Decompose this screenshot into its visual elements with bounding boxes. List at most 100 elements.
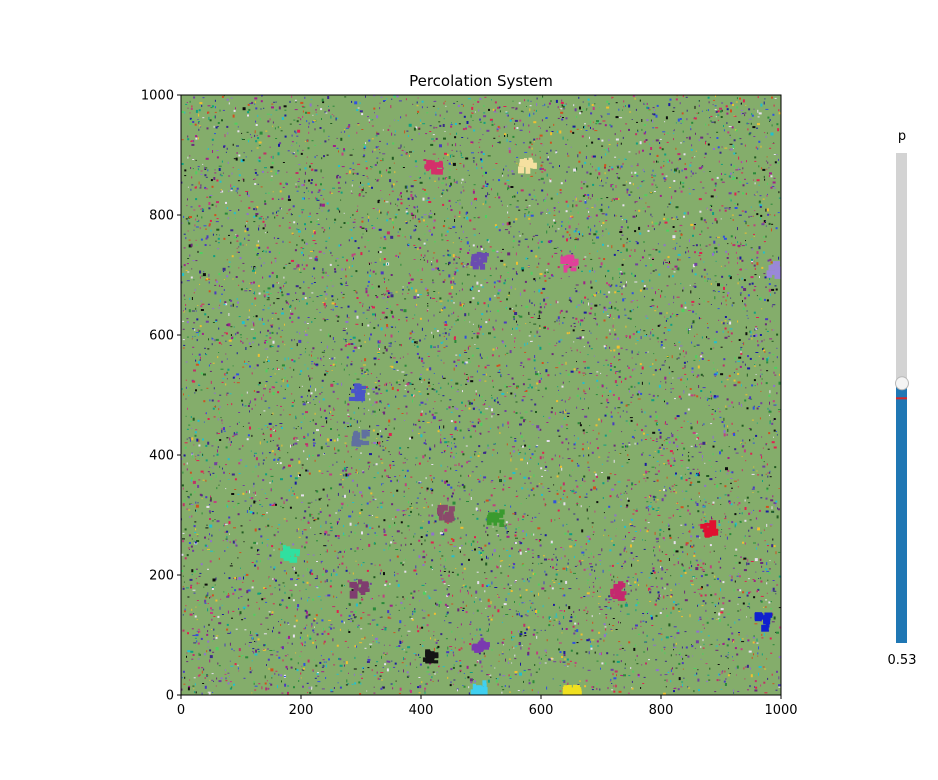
lattice-cell <box>774 561 775 563</box>
lattice-cell <box>427 520 430 524</box>
lattice-cell <box>588 557 590 559</box>
lattice-cell <box>338 657 340 660</box>
lattice-cell <box>613 318 615 320</box>
lattice-cell <box>191 427 193 429</box>
lattice-cell <box>718 561 720 563</box>
lattice-cell <box>355 323 359 325</box>
lattice-cell <box>329 412 331 414</box>
lattice-cell <box>331 114 333 115</box>
lattice-cell <box>537 203 539 205</box>
lattice-cell <box>562 381 564 384</box>
lattice-cell <box>413 423 415 426</box>
lattice-cell <box>509 350 512 354</box>
lattice-cell <box>680 574 683 577</box>
lattice-cell <box>707 338 710 340</box>
lattice-cell <box>540 311 543 314</box>
lattice-cell <box>608 147 609 150</box>
lattice-cell <box>401 662 404 664</box>
lattice-cell <box>591 526 593 528</box>
lattice-cell <box>623 674 626 677</box>
lattice-cell <box>246 391 248 394</box>
lattice-cell <box>287 452 289 454</box>
lattice-cell <box>214 291 217 295</box>
lattice-cell <box>194 186 197 189</box>
lattice-cell <box>310 392 313 395</box>
lattice-cell <box>214 339 216 342</box>
lattice-cell <box>272 578 274 580</box>
lattice-cell <box>262 220 265 223</box>
lattice-cell <box>742 167 744 170</box>
lattice-cell <box>555 556 557 559</box>
lattice-cell <box>440 464 442 467</box>
lattice-cell <box>605 616 607 619</box>
lattice-cell <box>488 206 491 208</box>
lattice-cell <box>666 318 669 320</box>
lattice-cell <box>739 97 741 100</box>
lattice-cell <box>249 134 251 136</box>
lattice-cell <box>192 589 196 591</box>
lattice-cell <box>454 219 455 222</box>
lattice-cell <box>456 573 459 576</box>
lattice-cell <box>297 472 300 474</box>
lattice-cell <box>424 172 426 175</box>
lattice-cell <box>319 407 321 411</box>
lattice-cell <box>503 603 507 606</box>
lattice-cell <box>253 208 256 211</box>
lattice-cell <box>297 229 300 231</box>
lattice-cell <box>569 234 571 236</box>
lattice-cell <box>436 671 438 673</box>
lattice-cell <box>552 678 554 680</box>
lattice-cell <box>459 665 462 668</box>
lattice-cell <box>499 369 500 372</box>
lattice-cell <box>551 407 553 409</box>
lattice-cell <box>368 409 370 411</box>
lattice-cell <box>458 481 460 483</box>
lattice-cell <box>271 318 273 320</box>
lattice-cell <box>328 237 330 239</box>
lattice-cell <box>447 199 449 202</box>
lattice-cell <box>500 200 502 202</box>
lattice-cell <box>481 612 483 614</box>
lattice-cell <box>635 173 638 176</box>
lattice-cell <box>277 172 279 174</box>
lattice-cell <box>313 250 315 252</box>
lattice-cell <box>765 235 767 238</box>
lattice-cell <box>525 498 527 499</box>
lattice-cell <box>602 497 604 499</box>
lattice-cell <box>373 95 376 97</box>
lattice-cell <box>266 512 268 514</box>
lattice-cell <box>249 282 251 284</box>
lattice-cell <box>336 596 338 598</box>
lattice-cell <box>747 578 750 580</box>
lattice-cell <box>558 202 559 203</box>
lattice-cell <box>330 439 332 442</box>
lattice-cell <box>306 156 308 158</box>
lattice-cell <box>432 408 434 410</box>
lattice-cell <box>583 609 586 611</box>
lattice-cell <box>717 369 719 371</box>
lattice-cell <box>352 491 354 494</box>
lattice-cell <box>617 337 619 340</box>
lattice-cell <box>447 646 449 650</box>
lattice-cell <box>225 332 228 335</box>
lattice-cell <box>655 359 657 362</box>
lattice-cell <box>478 445 481 448</box>
lattice-cell <box>420 122 422 124</box>
lattice-cell <box>490 601 492 605</box>
lattice-cell <box>614 484 617 486</box>
lattice-cell <box>422 644 424 647</box>
lattice-cell <box>655 537 659 540</box>
lattice-cell <box>680 397 682 400</box>
lattice-cell <box>260 535 263 538</box>
lattice-cell <box>223 525 225 527</box>
lattice-cell <box>230 443 232 446</box>
lattice-cell <box>732 639 735 642</box>
lattice-cell <box>441 479 443 482</box>
lattice-cell <box>635 153 637 155</box>
lattice-cell <box>625 420 628 422</box>
lattice-cell <box>776 154 778 156</box>
lattice-cell <box>750 511 752 514</box>
lattice-cell <box>345 181 347 184</box>
lattice-cell <box>350 611 354 613</box>
lattice-cell <box>512 240 515 242</box>
